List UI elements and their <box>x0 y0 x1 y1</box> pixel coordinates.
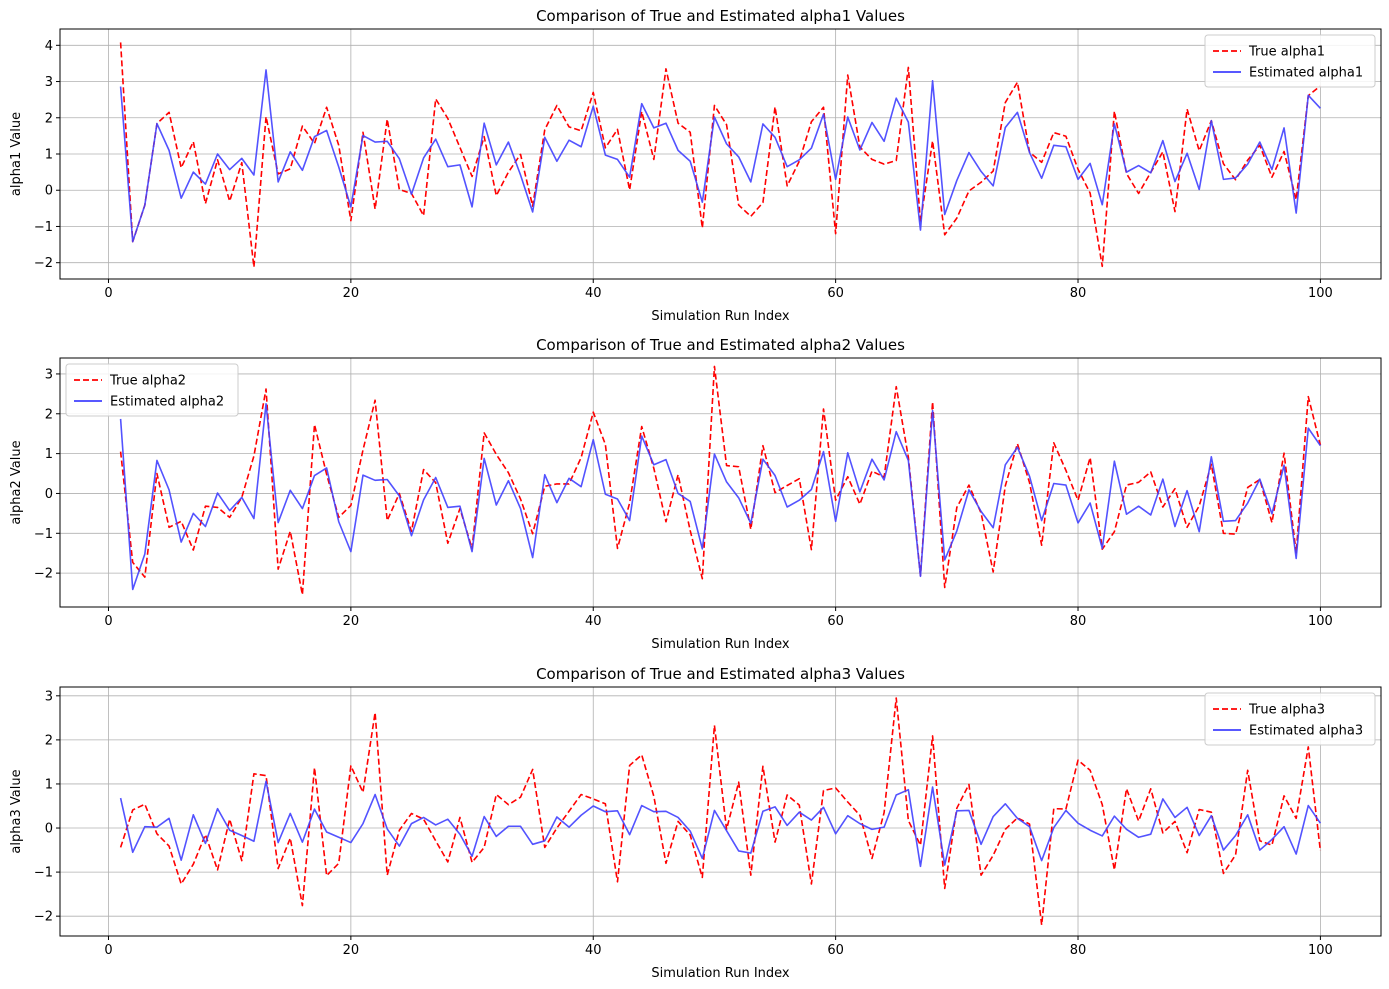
legend-box <box>65 363 239 417</box>
y-tick-label: 3 <box>45 75 53 90</box>
legend: True alpha2 Estimated alpha2 <box>65 363 239 417</box>
legend: True alpha1 Estimated alpha1 <box>1204 34 1376 88</box>
y-tick-label: 3 <box>45 367 53 382</box>
series-line-true-alpha3 <box>119 697 1322 926</box>
y-tick-label: 1 <box>45 148 53 163</box>
series-line-true-alpha1 <box>119 42 1321 268</box>
series-line-estimated-alpha1 <box>119 69 1321 243</box>
x-tick-label: 20 <box>343 286 360 301</box>
legend-label: True alpha3 <box>1248 703 1325 718</box>
x-tick-label: 80 <box>1070 614 1087 629</box>
x-tick-label: 80 <box>1070 943 1087 958</box>
legend-label: Estimated alpha3 <box>1249 724 1363 739</box>
chart-title: Comparison of True and Estimated alpha1 … <box>536 7 905 25</box>
chart-title: Comparison of True and Estimated alpha2 … <box>536 336 905 354</box>
x-axis-label: Simulation Run Index <box>651 966 790 981</box>
series-line-estimated-alpha2 <box>119 403 1322 591</box>
y-axis-label: alpha2 Value <box>9 440 24 524</box>
y-tick-label: 2 <box>45 407 53 422</box>
x-tick-label: 0 <box>104 614 112 629</box>
y-axis-label: alpha1 Value <box>9 112 24 196</box>
y-tick-label: −2 <box>34 910 53 925</box>
x-tick-label: 60 <box>827 943 844 958</box>
x-tick-label: 60 <box>827 286 844 301</box>
chart-title: Comparison of True and Estimated alpha3 … <box>536 665 905 683</box>
x-axis-label: Simulation Run Index <box>651 309 790 324</box>
axes-frame <box>59 686 1382 937</box>
legend-label: Estimated alpha1 <box>1249 66 1363 81</box>
axes-frame <box>59 357 1382 608</box>
subplot-1: 0 20 40 60 80 100 −2 −1 0 1 2 3 4 Comparison of True … <box>9 7 1382 324</box>
y-tick-label: 3 <box>45 689 53 704</box>
legend-box <box>1204 692 1376 746</box>
legend-label: True alpha2 <box>109 374 186 389</box>
x-tick-label: 100 <box>1308 614 1333 629</box>
x-tick-label: 100 <box>1308 286 1333 301</box>
y-tick-label: 0 <box>45 487 53 502</box>
y-tick-label: −2 <box>34 567 53 582</box>
y-tick-label: −1 <box>34 527 53 542</box>
legend-box <box>1204 34 1376 88</box>
y-tick-label: 4 <box>45 39 53 54</box>
legend: True alpha3 Estimated alpha3 <box>1204 692 1376 746</box>
x-axis-label: Simulation Run Index <box>651 637 790 652</box>
x-tick-label: 80 <box>1070 286 1087 301</box>
series-line-true-alpha2 <box>119 365 1322 596</box>
subplot-3: 0 20 40 60 80 100 −2 −1 0 1 2 3 Comparison of True a… <box>9 665 1382 981</box>
y-tick-label: −2 <box>34 256 53 271</box>
y-tick-label: −1 <box>34 220 53 235</box>
x-tick-label: 100 <box>1308 943 1333 958</box>
x-tick-label: 0 <box>104 943 112 958</box>
x-tick-label: 0 <box>104 286 112 301</box>
legend-label: True alpha1 <box>1248 45 1325 60</box>
y-tick-label: 0 <box>45 822 53 837</box>
x-tick-label: 20 <box>343 614 360 629</box>
legend-label: Estimated alpha2 <box>110 395 224 410</box>
subplot-2: 0 20 40 60 80 100 −2 −1 0 1 2 3 Comparison of True a… <box>9 336 1382 652</box>
y-tick-label: 1 <box>45 447 53 462</box>
y-tick-label: 2 <box>45 733 53 748</box>
y-axis-label: alpha3 Value <box>9 769 24 853</box>
x-tick-label: 20 <box>343 943 360 958</box>
x-tick-label: 40 <box>585 943 602 958</box>
series-line-estimated-alpha3 <box>119 780 1322 868</box>
y-tick-label: −1 <box>34 866 53 881</box>
y-tick-label: 0 <box>45 184 53 199</box>
x-tick-label: 40 <box>585 614 602 629</box>
y-tick-label: 1 <box>45 777 53 792</box>
y-tick-label: 2 <box>45 111 53 126</box>
x-tick-label: 40 <box>585 286 602 301</box>
x-tick-label: 60 <box>827 614 844 629</box>
